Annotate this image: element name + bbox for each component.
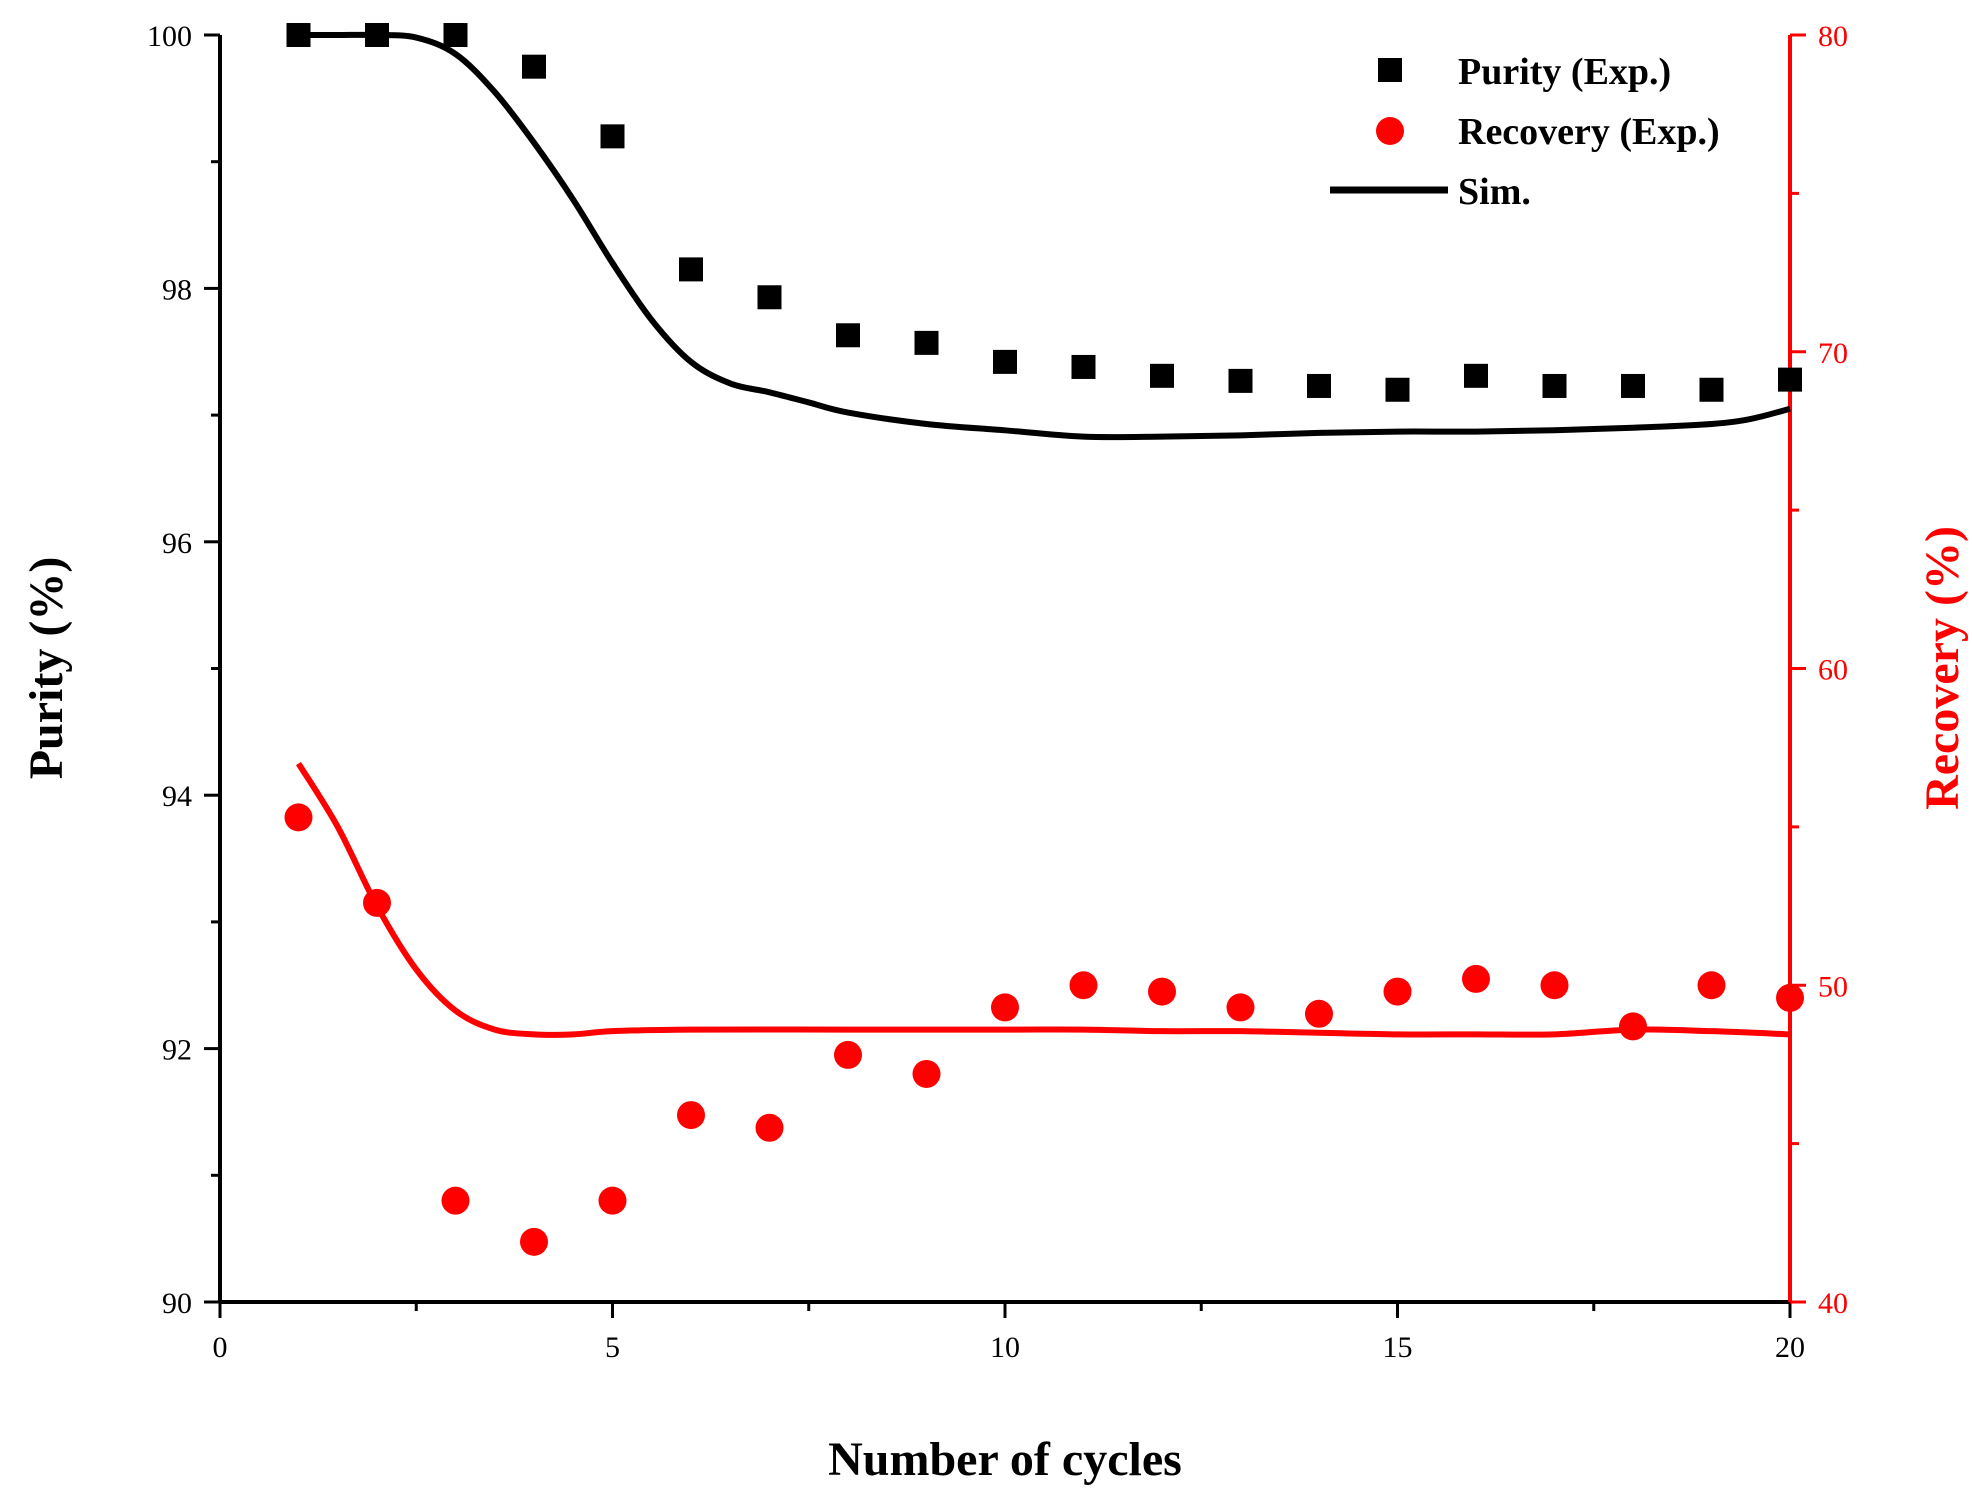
simulation-lines [295,31,1791,1038]
sim-recovery-line [295,761,1791,1038]
recovery-point [520,1227,548,1256]
recovery-point [1383,977,1412,1006]
right-y-tick-label: 60 [1818,654,1848,687]
purity-point [1621,373,1645,398]
recovery-point [677,1101,705,1130]
legend-marker-recovery [1376,117,1404,145]
purity-point [757,285,782,310]
x-tick-label: 10 [990,1331,1020,1364]
recovery-point [1776,983,1804,1012]
left-y-tick-label: 92 [162,1034,192,1067]
left-y-tick-label: 90 [162,1287,192,1320]
x-tick-label: 0 [213,1331,228,1364]
left-y-tick-label: 100 [147,20,192,53]
right-y-tick-label: 80 [1818,20,1848,53]
recovery-point [1226,993,1255,1022]
purity-point [914,330,939,355]
purity-point [1307,373,1331,398]
right-y-tick-label: 40 [1818,1287,1848,1320]
sim-purity-line [298,31,1791,441]
purity-point [600,124,625,149]
left-y-tick-label: 96 [162,527,192,560]
left-y-axis-title: Purity (%) [20,557,73,780]
purity-point [1699,377,1724,402]
recovery-point [755,1113,784,1142]
ticks: 0 5 10 15 20 90 92 94 96 98 100 40 50 60 70 80 [147,20,1848,1364]
right-y-axis-title: Recovery (%) [1916,526,1969,810]
x-axis-title: Number of cycles [828,1433,1182,1486]
legend-label-recovery: Recovery (Exp.) [1458,111,1720,153]
recovery-point [1540,971,1569,1000]
right-y-tick-label: 70 [1818,337,1848,370]
purity-point [1228,368,1253,393]
x-tick-label: 5 [605,1331,620,1364]
purity-point [1071,354,1096,379]
recovery-point [1619,1012,1647,1041]
recovery-point [363,888,391,917]
legend-label-sim: Sim. [1458,171,1531,213]
left-y-tick-label: 98 [162,273,192,306]
left-y-tick-label: 94 [162,780,192,813]
purity-point [286,23,311,47]
recovery-point [991,993,1019,1022]
purity-point [365,23,389,47]
recovery-point [598,1186,627,1215]
recovery-point [1697,971,1726,1000]
recovery-point [284,803,313,832]
right-y-tick-label: 50 [1818,970,1848,1003]
recovery-point [1305,999,1333,1028]
legend: Purity (Exp.) Recovery (Exp.) Sim. [1330,51,1720,213]
recovery-point [441,1186,470,1215]
axes [218,35,1792,1304]
recovery-point [1069,971,1098,1000]
purity-point [1385,377,1410,402]
recovery-point [1148,977,1176,1006]
purity-point [1542,373,1567,398]
recovery-point [834,1040,862,1069]
purity-point [1464,363,1488,388]
legend-marker-purity [1378,58,1402,82]
data-markers [284,23,1804,1256]
purity-point [836,323,860,348]
purity-point [1150,363,1174,388]
purity-point [522,54,546,79]
purity-point [993,349,1017,374]
purity-point [1778,367,1802,392]
recovery-point [1462,964,1490,993]
legend-label-purity: Purity (Exp.) [1458,51,1671,93]
x-tick-label: 15 [1383,1331,1413,1364]
purity-point [443,23,468,47]
purity-point [679,257,703,282]
x-tick-label: 20 [1775,1331,1805,1364]
recovery-point [912,1059,941,1088]
